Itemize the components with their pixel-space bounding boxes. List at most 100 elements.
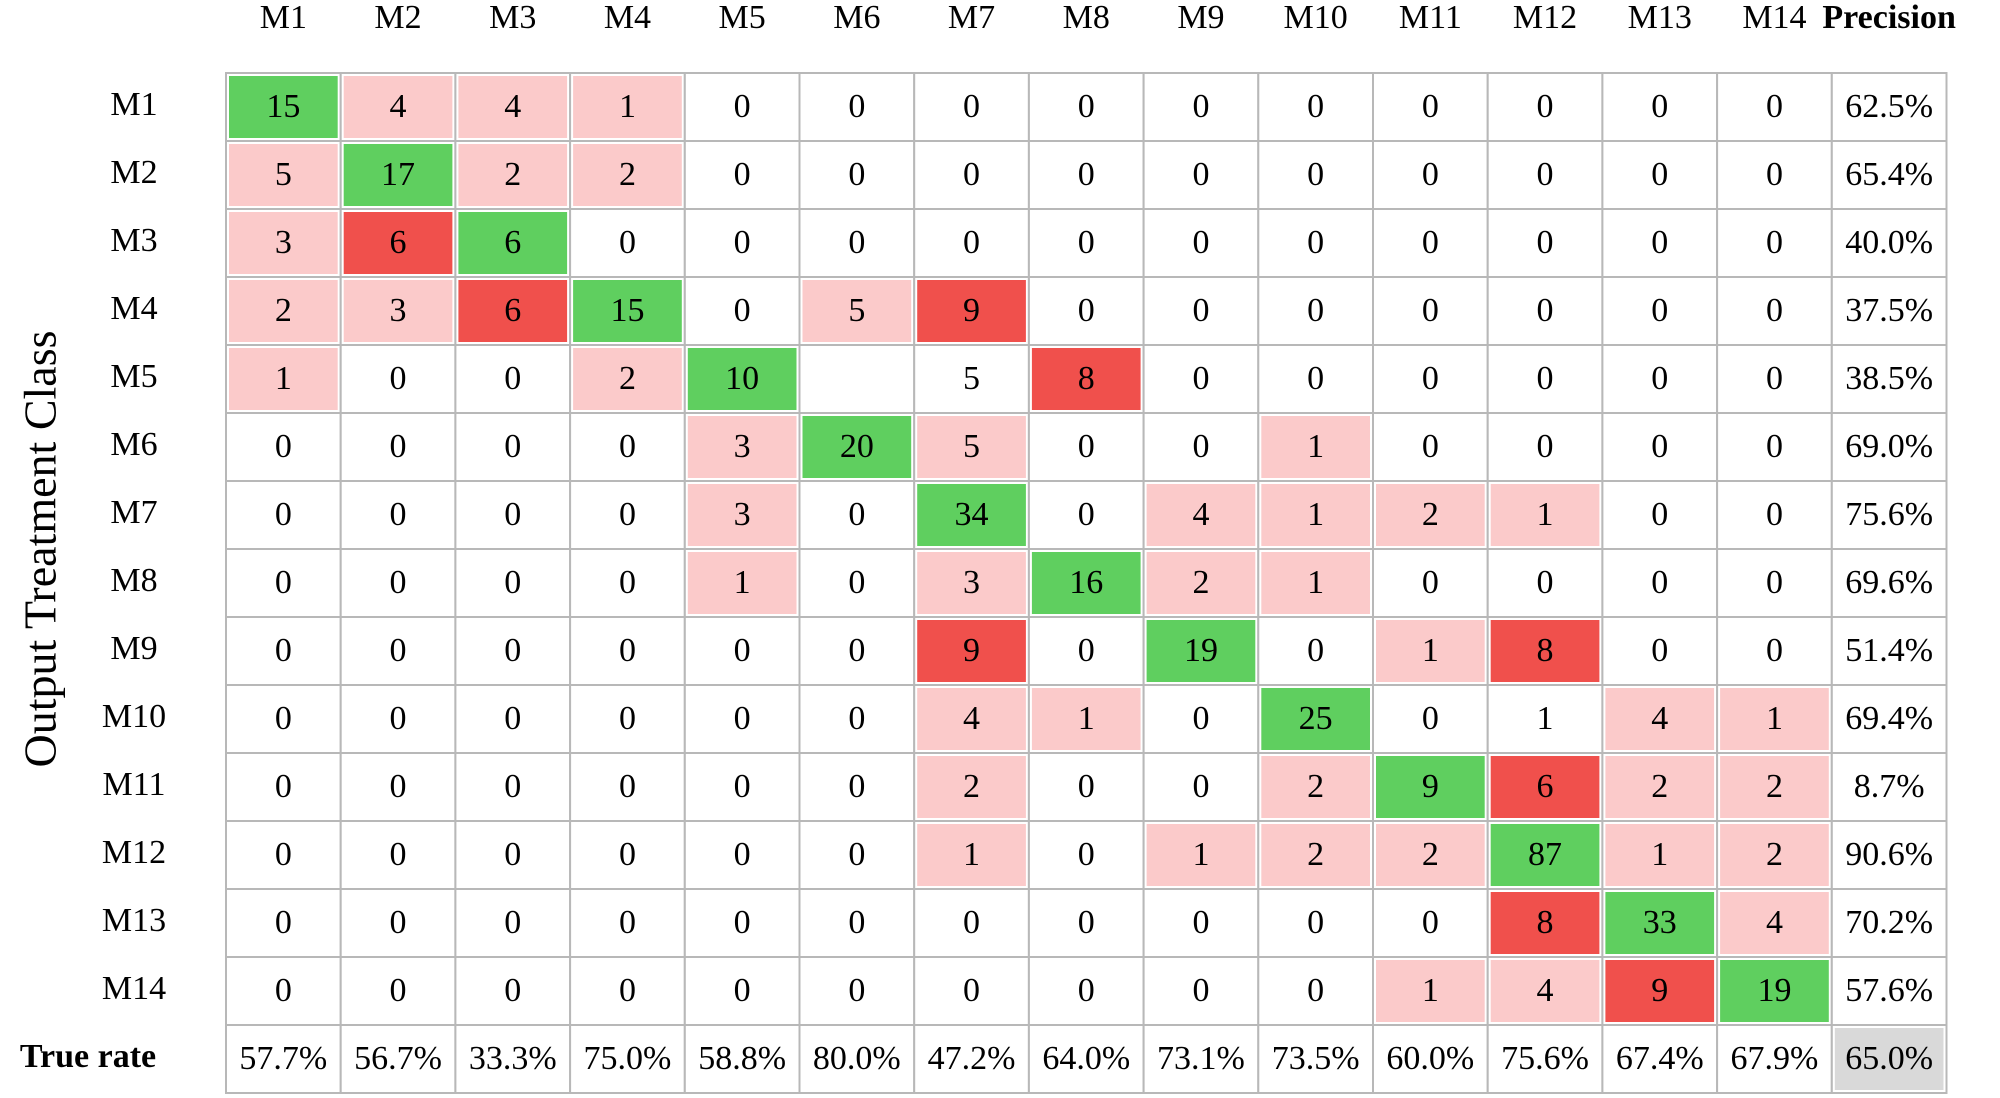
cell-fill — [1834, 620, 1944, 682]
cell-fill — [802, 960, 912, 1022]
cell-value: 2 — [619, 360, 636, 397]
cell-fill — [1376, 76, 1485, 138]
cell-value: 0 — [504, 768, 521, 805]
cell-fill — [1376, 892, 1485, 954]
cell-value: 0 — [1192, 700, 1209, 737]
cell-value: 0 — [275, 836, 292, 873]
cell-fill — [1605, 824, 1715, 886]
cell-fill — [917, 280, 1026, 342]
cell-fill — [1720, 484, 1829, 546]
cell-value: 0 — [1766, 564, 1783, 601]
cell-value: 40.0% — [1845, 224, 1933, 261]
cell-value: 0 — [275, 632, 292, 669]
cell-fill — [917, 960, 1026, 1022]
cell-value: 2 — [619, 156, 636, 193]
cell-value: 1 — [1307, 564, 1324, 601]
column-header: M9 — [1177, 0, 1224, 36]
cell-value: 9 — [963, 632, 980, 669]
cell-value: 0 — [1651, 292, 1668, 329]
cell-fill — [917, 620, 1026, 682]
cell-fill — [458, 892, 568, 954]
cell-value: 0 — [1078, 904, 1095, 941]
cell-value: 0 — [734, 156, 751, 193]
cell-fill — [1605, 688, 1715, 750]
cell-value: 9 — [1651, 972, 1668, 1009]
cell-fill — [573, 960, 682, 1022]
cell-value: 0 — [504, 836, 521, 873]
cell-fill — [917, 552, 1026, 614]
row-header: M1 — [110, 86, 157, 123]
cell-fill — [802, 892, 912, 954]
cell-fill — [802, 620, 912, 682]
cell-fill — [1261, 552, 1370, 614]
cell-value: 0 — [734, 224, 751, 261]
cell-value: 0 — [848, 972, 865, 1009]
cell-fill — [1834, 824, 1944, 886]
cell-fill — [802, 484, 912, 546]
cell-fill — [1376, 416, 1485, 478]
true-rate-value: 67.4% — [1616, 1040, 1704, 1077]
cell-value: 0 — [963, 224, 980, 261]
cell-value: 0 — [1537, 428, 1554, 465]
cell-value: 0 — [390, 700, 407, 737]
cell-fill — [1834, 348, 1944, 410]
cell-value: 25 — [1299, 700, 1333, 737]
cell-fill — [802, 688, 912, 750]
cell-fill — [1261, 484, 1370, 546]
cell-value: 0 — [275, 904, 292, 941]
cell-value: 65.0% — [1845, 1040, 1933, 1077]
cell-fill — [229, 484, 338, 546]
cell-value: 2 — [1766, 836, 1783, 873]
cell-fill — [458, 484, 568, 546]
cell-value: 9 — [963, 292, 980, 329]
cell-value: 0 — [1307, 632, 1324, 669]
cell-fill — [917, 892, 1026, 954]
cell-fill — [802, 144, 912, 206]
cell-fill — [343, 212, 453, 274]
cell-fill — [1031, 212, 1141, 274]
cell-value: 0 — [504, 428, 521, 465]
cell-fill — [458, 756, 568, 818]
cell-fill — [1146, 484, 1256, 546]
cell-fill — [1720, 756, 1829, 818]
cell-value: 0 — [1192, 88, 1209, 125]
cell-fill — [1834, 892, 1944, 954]
column-header: M14 — [1742, 0, 1806, 36]
cell-value: 0 — [1422, 156, 1439, 193]
cell-fill — [1261, 76, 1370, 138]
cell-fill — [687, 348, 797, 410]
cell-fill — [802, 824, 912, 886]
cell-value: 0 — [619, 428, 636, 465]
cell-fill — [687, 280, 797, 342]
cell-fill — [343, 76, 453, 138]
cell-value: 0 — [1422, 904, 1439, 941]
cell-value: 3 — [390, 292, 407, 329]
cell-fill — [802, 76, 912, 138]
cell-value: 0 — [1537, 360, 1554, 397]
cell-value: 0 — [390, 904, 407, 941]
cell-value: 0 — [390, 428, 407, 465]
true-rate-value: 75.6% — [1501, 1040, 1589, 1077]
true-rate-value: 73.1% — [1157, 1040, 1245, 1077]
cell-value: 0 — [1422, 428, 1439, 465]
cell-fill — [573, 144, 682, 206]
cell-fill — [229, 552, 338, 614]
axis-label: Output Treatment Class — [15, 330, 66, 767]
cell-fill — [1605, 76, 1715, 138]
cell-fill — [687, 76, 797, 138]
cell-value: 0 — [1766, 224, 1783, 261]
cell-fill — [458, 212, 568, 274]
column-header: M3 — [489, 0, 536, 36]
cell-fill — [1031, 892, 1141, 954]
cell-fill — [1834, 484, 1944, 546]
cell-value: 0 — [1651, 632, 1668, 669]
true-rate-value: 47.2% — [928, 1040, 1016, 1077]
cell-fill — [1376, 688, 1485, 750]
cell — [454, 1024, 572, 1094]
cell-value: 0 — [619, 904, 636, 941]
cell-fill — [573, 76, 682, 138]
cell-value: 0 — [619, 700, 636, 737]
cell-value: 0 — [504, 972, 521, 1009]
cell-fill — [573, 688, 682, 750]
row-header: M14 — [102, 970, 166, 1007]
